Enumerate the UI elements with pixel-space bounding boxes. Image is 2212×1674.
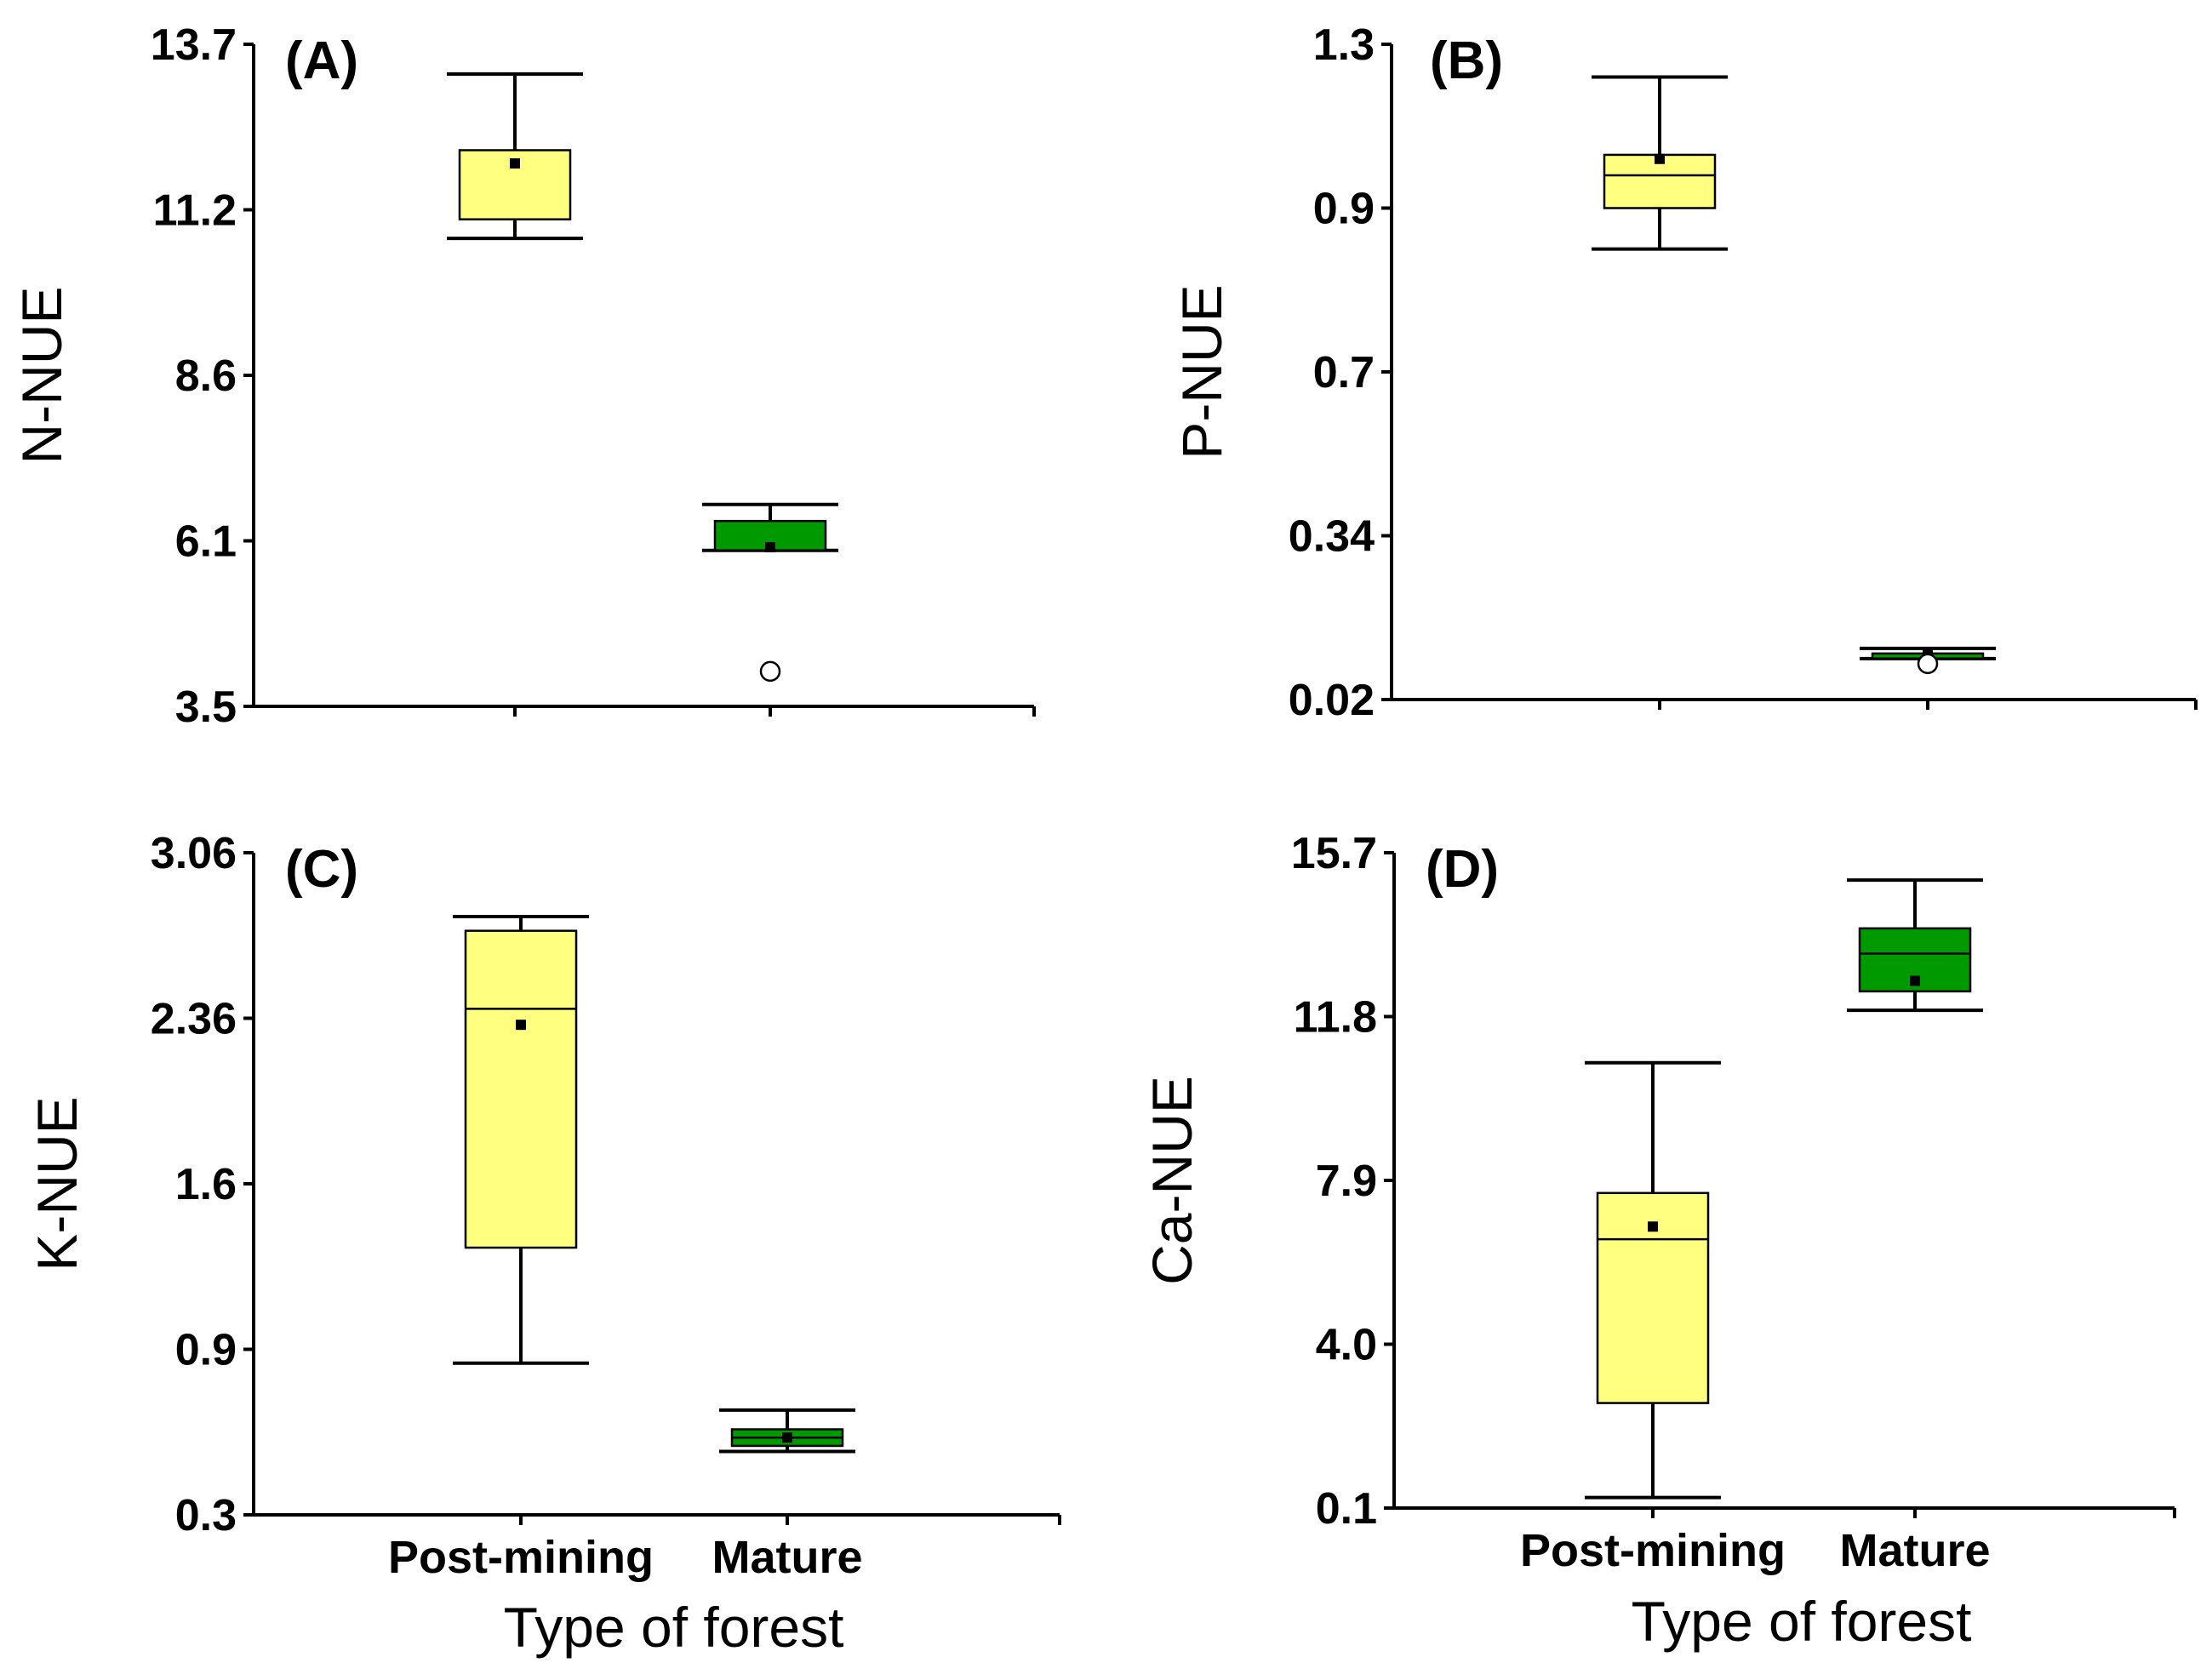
box-mature bbox=[702, 502, 838, 683]
x-category-label: Post-mining bbox=[1520, 1525, 1786, 1576]
y-tick-label: 3.5 bbox=[175, 683, 237, 732]
y-tick-label: 0.9 bbox=[1313, 185, 1375, 234]
mean-marker bbox=[1655, 153, 1665, 164]
y-tick-label: 7.9 bbox=[1316, 1157, 1377, 1206]
box-post-mining bbox=[1592, 75, 1728, 251]
mean-marker bbox=[765, 541, 775, 552]
y-tick-label: 15.7 bbox=[1291, 829, 1377, 878]
y-tick-label: 13.7 bbox=[151, 20, 237, 70]
mean-marker bbox=[1910, 975, 1920, 986]
mean-marker bbox=[516, 1020, 526, 1031]
mean-marker bbox=[782, 1432, 792, 1443]
outlier-point bbox=[759, 660, 781, 683]
y-axis-title: N-NUE bbox=[10, 287, 73, 465]
box-mature bbox=[1847, 878, 1983, 1013]
y-tick-label: 6.1 bbox=[175, 517, 237, 567]
y-tick-label: 11.2 bbox=[153, 186, 237, 236]
x-axis-title: Type of forest bbox=[504, 1596, 844, 1659]
y-tick-label: 0.7 bbox=[1313, 348, 1375, 397]
box-mature bbox=[719, 1408, 855, 1454]
y-tick-label: 0.02 bbox=[1289, 676, 1375, 725]
y-tick-label: 1.6 bbox=[175, 1160, 237, 1209]
x-category-label: Post-mining bbox=[388, 1532, 654, 1583]
y-axis-title: K-NUE bbox=[26, 1096, 89, 1271]
x-axis-title: Type of forest bbox=[1632, 1590, 1972, 1653]
panel-b: 1.3 0.9 0.7 0.34 0.02 (B) P-NUE bbox=[1170, 20, 2198, 725]
y-tick-label: 8.6 bbox=[175, 351, 237, 401]
panel-label: (C) bbox=[285, 840, 358, 899]
panel-a: 13.7 11.2 8.6 6.1 3.5 (A) N-NUE bbox=[10, 20, 1036, 732]
box-post-mining bbox=[447, 72, 583, 241]
y-tick-label: 11.8 bbox=[1294, 993, 1377, 1043]
mean-marker bbox=[510, 158, 520, 169]
outlier-point bbox=[1917, 653, 1939, 675]
y-tick-label: 2.36 bbox=[151, 995, 237, 1044]
box-mature bbox=[1860, 646, 1996, 675]
y-tick-label: 0.1 bbox=[1316, 1484, 1377, 1534]
panel-label: (D) bbox=[1426, 840, 1499, 899]
y-tick-label: 3.06 bbox=[151, 829, 237, 878]
y-axis-title: Ca-NUE bbox=[1140, 1076, 1203, 1285]
y-tick-label: 0.34 bbox=[1289, 512, 1375, 562]
panel-label: (A) bbox=[285, 31, 358, 90]
x-category-label: Mature bbox=[1839, 1525, 1990, 1576]
panel-label: (B) bbox=[1430, 31, 1503, 90]
panel-d: 15.7 11.8 7.9 4.0 0.1 (D) Ca-NUE Post-mining Mat… bbox=[1140, 829, 2176, 1653]
y-tick-label: 1.3 bbox=[1313, 20, 1375, 70]
y-tick-label: 0.3 bbox=[175, 1491, 237, 1540]
box-post-mining bbox=[1585, 1060, 1721, 1500]
y-axis-title: P-NUE bbox=[1170, 284, 1233, 459]
y-tick-label: 0.9 bbox=[175, 1326, 237, 1375]
x-category-label: Mature bbox=[712, 1532, 862, 1583]
box-post-mining bbox=[453, 915, 589, 1365]
panel-c: 3.06 2.36 1.6 0.9 0.3 (C) K-NUE Post-mining Matu… bbox=[26, 829, 1061, 1659]
mean-marker bbox=[1648, 1221, 1658, 1232]
y-tick-label: 4.0 bbox=[1316, 1321, 1377, 1370]
iqr-box bbox=[1596, 1191, 1710, 1404]
iqr-box bbox=[464, 929, 578, 1249]
